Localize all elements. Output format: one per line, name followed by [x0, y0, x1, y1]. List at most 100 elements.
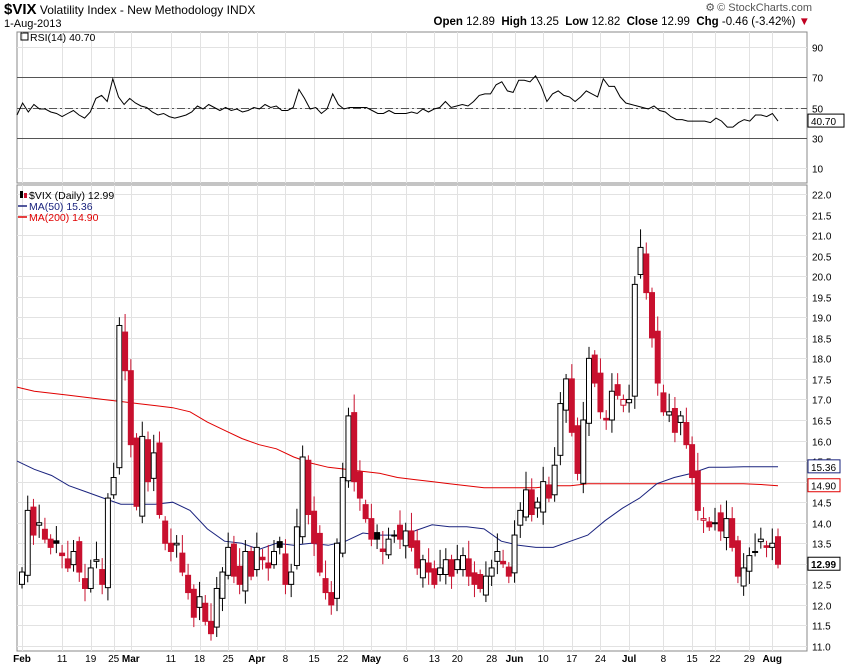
symbol-name: Volatility Index - New Methodology	[39, 3, 224, 17]
candle-body	[339, 477, 346, 554]
brand-link[interactable]: ⚙ © StockCharts.com	[705, 1, 812, 14]
x-tick-label: 10	[538, 654, 550, 665]
candle-body	[190, 588, 197, 618]
candle-body	[219, 571, 226, 599]
candle-body	[442, 559, 449, 576]
price-last-value-label: 14.90	[811, 482, 836, 493]
x-tick-label: 24	[595, 654, 607, 665]
candle-body	[419, 559, 426, 579]
candle-body	[99, 569, 106, 585]
price-last-value-box	[807, 556, 841, 571]
symbol: $VIX	[4, 1, 37, 18]
x-tick-label: 8	[283, 654, 289, 665]
price-y-tick-label: 16.5	[812, 417, 832, 428]
candle-body	[93, 559, 100, 562]
x-tick-label: 28	[486, 654, 498, 665]
candle-body	[230, 543, 237, 577]
x-tick-label: Apr	[248, 654, 265, 665]
x-tick-label: 20	[452, 654, 464, 665]
rsi-legend-label: RSI(14) 40.70	[30, 32, 96, 44]
candle-body	[362, 504, 369, 520]
candle-body	[677, 415, 684, 423]
price-y-tick-label: 13.5	[812, 540, 832, 551]
rsi-last-value-label: 40.70	[811, 117, 836, 128]
candle-body	[763, 545, 770, 548]
legend-label: MA(50) 15.36	[29, 201, 93, 213]
candle-body	[574, 425, 581, 474]
candle-body	[775, 536, 781, 565]
candle-body	[122, 331, 129, 372]
candle-body	[305, 459, 312, 516]
candle-body	[723, 518, 730, 539]
candle-body	[649, 292, 655, 339]
candle-body	[620, 398, 627, 406]
rsi-last-value-box	[807, 113, 845, 128]
ohlc-summary: Open 12.89 High 13.25 Low 12.82 Close 12…	[434, 16, 810, 28]
candle-body	[757, 538, 764, 543]
x-tick-label: 18	[194, 654, 206, 665]
candle-body	[265, 562, 272, 569]
price-y-tick-label: 12.0	[812, 602, 832, 613]
candle-body	[41, 528, 48, 540]
candle-body	[482, 575, 489, 596]
x-tick-label: 19	[85, 654, 97, 665]
candle-body	[591, 354, 598, 384]
open-label: Open	[433, 16, 463, 28]
candle-body	[104, 497, 111, 589]
candle-body	[162, 520, 169, 544]
price-y-tick-label: 11.0	[812, 643, 831, 654]
candle-body	[643, 253, 650, 294]
candle-body	[666, 411, 673, 416]
candle-body	[276, 541, 283, 548]
chart-header-title: $VIX Volatility Index - New Methodology …	[4, 1, 255, 18]
candle-body	[448, 559, 455, 577]
candle-body	[471, 572, 478, 585]
x-tick-label: 25	[223, 654, 235, 665]
candle-body	[368, 518, 375, 540]
rsi-y-tick-label: 10	[812, 165, 824, 176]
down-triangle-icon: ▼	[798, 16, 810, 28]
candle-body	[82, 578, 88, 589]
candle-body	[236, 565, 243, 585]
x-tick-label: 17	[566, 654, 578, 665]
rsi-y-tick-label: 70	[812, 74, 824, 85]
candle-body	[631, 283, 638, 397]
candle-body	[64, 558, 71, 569]
price-y-tick-label: 21.0	[812, 232, 832, 243]
candle-body	[717, 512, 724, 532]
x-tick-label: 11	[57, 654, 68, 665]
candle-body	[563, 378, 570, 411]
price-y-tick-label: 16.0	[812, 438, 832, 449]
price-panel-frame	[16, 184, 808, 652]
x-tick-label: 15	[309, 654, 321, 665]
candle-body	[374, 532, 381, 540]
candle-body	[299, 456, 306, 538]
rsi-legend-icon	[20, 32, 29, 41]
brand-text: © StockCharts.com	[717, 2, 812, 14]
low-label: Low	[565, 16, 589, 28]
candle-body	[248, 550, 255, 577]
price-y-tick-label: 20.0	[812, 273, 832, 284]
candle-body	[127, 370, 134, 446]
candle-body	[145, 439, 151, 483]
candle-body	[282, 553, 289, 585]
price-last-value-label: 15.36	[811, 463, 836, 474]
candle-body	[328, 592, 335, 606]
candle-body	[597, 372, 604, 413]
candle-body	[59, 552, 66, 557]
price-y-tick-label: 19.0	[812, 314, 832, 325]
price-y-tick-label: 22.0	[812, 191, 832, 202]
candle-body	[523, 489, 529, 518]
price-last-value-box	[807, 478, 841, 493]
candle-body	[397, 524, 403, 540]
candle-body	[626, 398, 633, 404]
candle-body	[19, 571, 25, 585]
x-tick-label: May	[362, 654, 382, 665]
candle-body	[706, 521, 713, 528]
candle-body	[545, 484, 552, 499]
candle-body	[500, 560, 507, 565]
candle-body	[437, 567, 444, 576]
chg-value: -0.46 (-3.42%)	[721, 16, 796, 28]
x-tick-label: 6	[403, 654, 409, 665]
